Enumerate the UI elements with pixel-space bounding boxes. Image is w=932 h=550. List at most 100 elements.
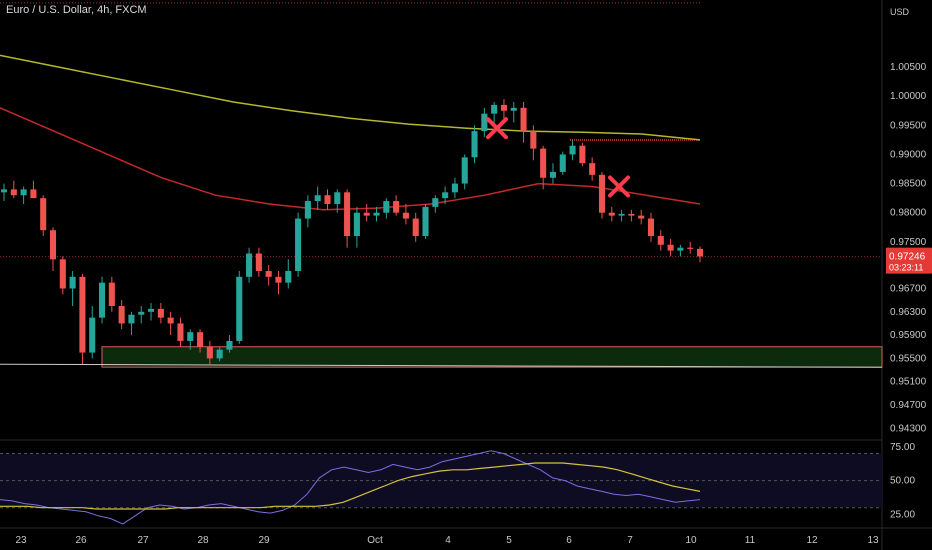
candle xyxy=(128,314,135,324)
candle xyxy=(79,276,86,353)
sell-marker-icon xyxy=(608,175,630,198)
price-badge xyxy=(886,247,932,274)
candle xyxy=(422,206,429,237)
candle xyxy=(461,157,468,184)
candle xyxy=(442,192,449,199)
price-badge-countdown: 03:23:11 xyxy=(889,263,923,273)
candle xyxy=(657,236,664,245)
candle xyxy=(667,244,674,251)
candle xyxy=(353,212,360,237)
price-tick-label: 0.96700 xyxy=(890,283,927,294)
ma-slow-line xyxy=(0,54,701,141)
time-tick-label: 29 xyxy=(258,535,270,546)
candle xyxy=(569,145,576,155)
rsi-tick-label: 25.00 xyxy=(890,509,915,520)
candle xyxy=(471,131,478,158)
candle xyxy=(393,201,400,213)
candle xyxy=(275,276,282,283)
sell-marker-icon-stroke-b xyxy=(608,175,630,198)
price-tick-label: 0.94700 xyxy=(890,400,927,411)
candle xyxy=(383,201,390,213)
candle xyxy=(638,215,645,219)
candle xyxy=(10,189,17,196)
rsi-line xyxy=(0,450,701,525)
candle xyxy=(618,213,625,216)
rsi-ma-line xyxy=(0,462,701,510)
sell-marker-icon xyxy=(486,117,508,140)
time-tick-label: 10 xyxy=(685,535,697,546)
price-tick-label: 0.95900 xyxy=(890,330,927,341)
price-tick-label: 0.99500 xyxy=(890,120,927,131)
time-tick-label: 27 xyxy=(137,535,149,546)
price-tick-label: 0.95500 xyxy=(890,353,927,364)
candle xyxy=(363,212,370,216)
price-tick-label: 1.00000 xyxy=(890,91,927,102)
candle xyxy=(696,248,704,257)
time-tick-label: 23 xyxy=(15,535,27,546)
candle xyxy=(491,104,498,114)
currency-label: USD xyxy=(890,7,910,17)
candle xyxy=(226,340,233,350)
candle xyxy=(677,247,684,251)
candle xyxy=(373,212,380,216)
price-tick-label: 0.94300 xyxy=(890,423,927,434)
candle xyxy=(500,104,507,111)
time-tick-label: 4 xyxy=(445,535,451,546)
candle xyxy=(255,253,262,271)
price-tick-label: 0.98500 xyxy=(890,179,927,190)
candle xyxy=(598,174,606,213)
candle xyxy=(589,163,596,175)
symbol-title: Euro / U.S. Dollar, 4h, FXCM xyxy=(6,4,147,16)
candle xyxy=(49,230,57,260)
candle xyxy=(177,323,184,341)
price-tick-label: 1.00500 xyxy=(890,62,927,73)
time-tick-label: 26 xyxy=(75,535,87,546)
candle xyxy=(520,107,527,132)
candle xyxy=(559,154,566,172)
candle xyxy=(197,332,204,347)
price-tick-label: 0.96300 xyxy=(890,307,927,318)
support-zone xyxy=(101,346,883,368)
candle xyxy=(304,201,311,219)
candle xyxy=(314,195,321,202)
candle xyxy=(334,192,341,204)
candle xyxy=(187,332,194,341)
time-tick-label: 12 xyxy=(806,535,818,546)
candle xyxy=(344,192,351,237)
candle xyxy=(98,282,106,318)
price-tick-label: 0.97500 xyxy=(890,237,927,248)
candle xyxy=(402,212,409,219)
candle xyxy=(265,270,272,277)
time-tick-label: 11 xyxy=(745,535,756,546)
candle xyxy=(157,308,164,318)
candle xyxy=(138,311,145,315)
candle xyxy=(108,282,115,306)
candle xyxy=(118,305,125,324)
time-tick-label: Oct xyxy=(367,535,383,546)
candle xyxy=(432,198,439,207)
candle xyxy=(549,171,556,178)
rsi-tick-label: 50.00 xyxy=(890,476,915,487)
candle xyxy=(481,113,488,132)
candle xyxy=(89,317,96,353)
candle xyxy=(236,276,243,341)
candle xyxy=(530,131,537,149)
candle xyxy=(579,145,586,164)
time-tick-label: 13 xyxy=(867,535,879,546)
candle xyxy=(412,218,419,237)
candle xyxy=(20,189,27,196)
candle xyxy=(285,270,292,283)
price-tick-label: 0.99000 xyxy=(890,149,927,160)
time-tick-label: 28 xyxy=(197,535,209,546)
candle xyxy=(510,107,517,111)
price-badge-value: 0.97246 xyxy=(889,252,926,263)
time-tick-label: 5 xyxy=(506,535,512,546)
candle xyxy=(59,259,66,289)
candle xyxy=(295,218,302,271)
candle xyxy=(167,317,174,324)
candle xyxy=(0,189,8,193)
support-trendline xyxy=(0,363,883,368)
candle xyxy=(206,346,213,359)
price-tick-label: 0.95100 xyxy=(890,377,927,388)
